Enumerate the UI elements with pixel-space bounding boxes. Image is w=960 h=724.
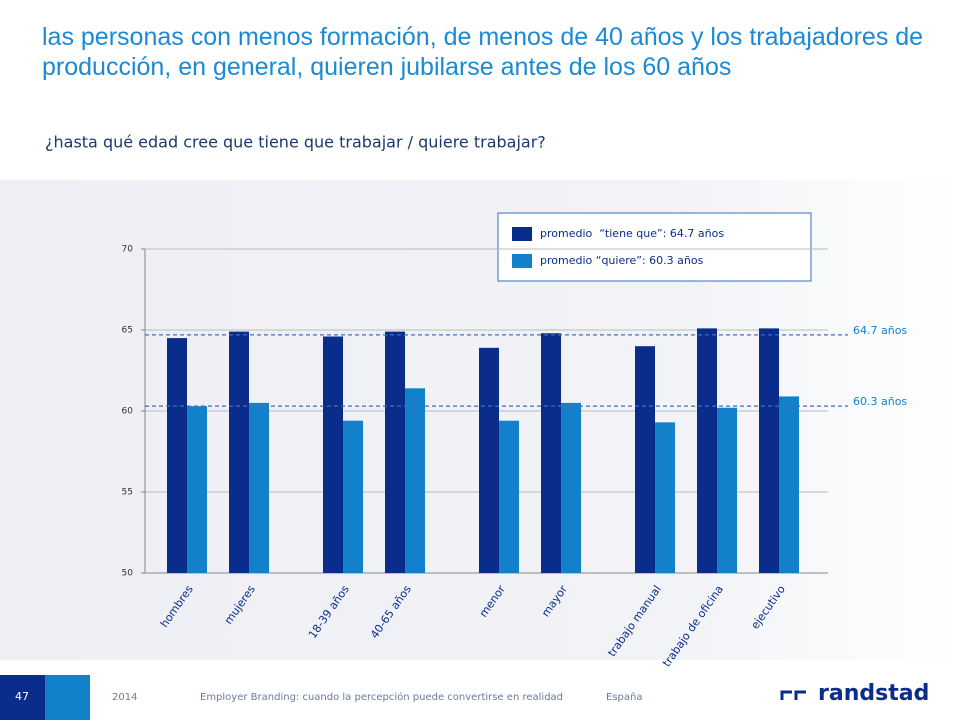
bar: [561, 402, 581, 573]
y-tick-label: 55: [122, 488, 133, 498]
bar: [479, 347, 499, 573]
bar: [167, 338, 187, 573]
bar: [229, 331, 249, 573]
legend-label: promedio “quiere”: 60.3 años: [540, 254, 704, 267]
bar: [759, 328, 779, 573]
footer-year: 2014: [112, 692, 137, 703]
bar: [323, 336, 343, 573]
bar: [343, 420, 363, 573]
bar: [541, 333, 561, 573]
bar: [405, 388, 425, 573]
legend-swatch: [512, 254, 532, 268]
bar: [187, 406, 207, 573]
slide-title: las personas con menos formación, de men…: [42, 23, 924, 81]
footer-country: España: [606, 692, 642, 703]
bar: [697, 328, 717, 573]
bar: [779, 396, 799, 573]
legend-swatch: [512, 227, 532, 241]
y-tick-label: 65: [122, 326, 133, 336]
page-block: [0, 675, 45, 720]
reference-label: 60.3 años: [853, 395, 907, 408]
logo-mark: [780, 690, 806, 700]
bar: [385, 331, 405, 573]
bar: [249, 402, 269, 573]
bar: [499, 420, 519, 573]
accent-block: [45, 675, 90, 720]
reference-label: 64.7 años: [853, 324, 907, 337]
y-tick-label: 50: [122, 569, 134, 579]
slide-subtitle: ¿hasta qué edad cree que tiene que traba…: [45, 133, 546, 152]
footer-text: Employer Branding: cuando la percepción …: [200, 691, 563, 703]
page-number: 47: [15, 690, 29, 703]
legend-box: [497, 212, 812, 282]
legend-label: promedio “tiene que”: 64.7 años: [540, 227, 724, 240]
bar: [635, 346, 655, 573]
y-tick-label: 60: [122, 407, 134, 417]
logo-text: randstad: [818, 681, 929, 706]
y-tick-label: 70: [122, 245, 134, 255]
bar: [655, 422, 675, 573]
bar: [717, 407, 737, 573]
title-box: las personas con menos formación, de men…: [42, 23, 924, 81]
